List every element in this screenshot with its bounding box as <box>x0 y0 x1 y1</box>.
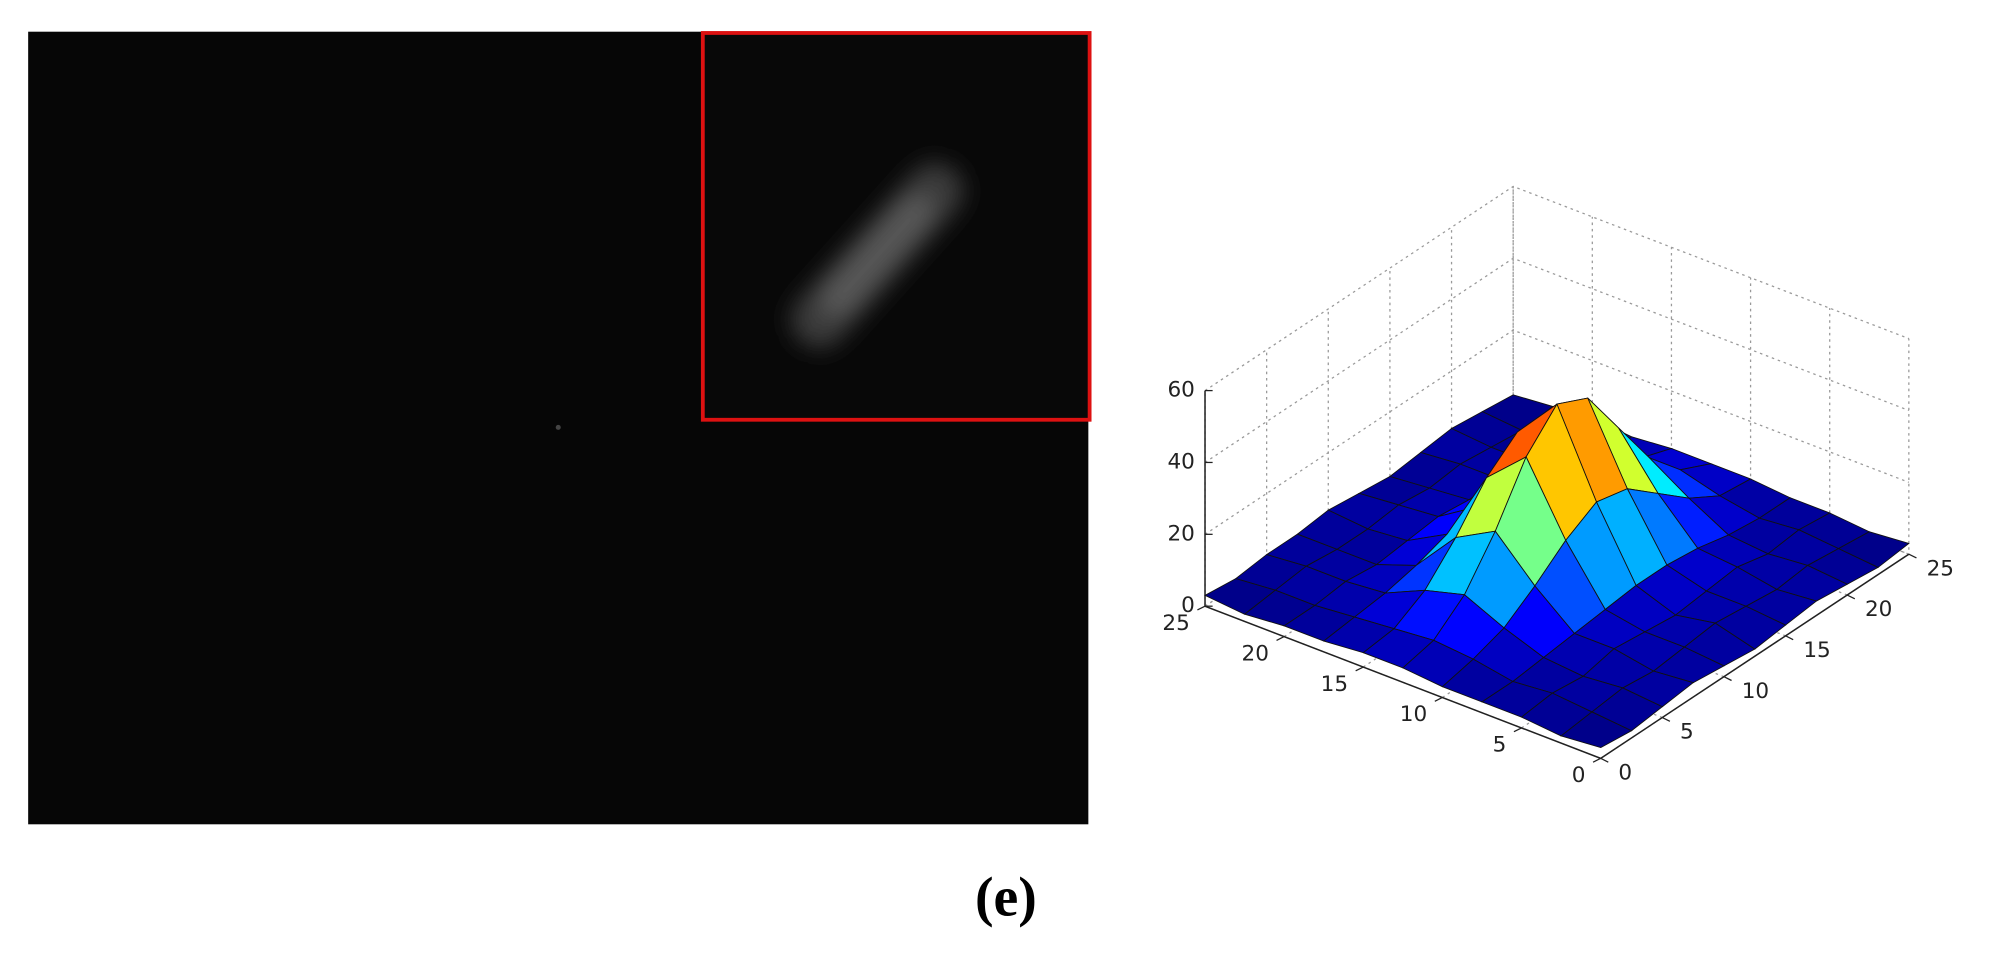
y-tick-label: 25 <box>1162 611 1189 636</box>
x-tick-label: 25 <box>1927 556 1954 581</box>
x-tick <box>1785 635 1794 641</box>
zoom-inset <box>700 31 1092 422</box>
y-tick <box>1276 636 1285 641</box>
z-tick-label: 20 <box>1167 521 1194 546</box>
z-tick-label: 40 <box>1167 449 1194 474</box>
axis-line <box>1204 390 1910 760</box>
x-tick <box>1908 553 1917 559</box>
y-tick-label: 15 <box>1321 672 1348 697</box>
z-tick-label: 60 <box>1167 378 1194 403</box>
surface-patch <box>1560 711 1633 749</box>
y-tick <box>1513 727 1522 733</box>
x-tick-label: 15 <box>1803 638 1830 663</box>
x-tick-label: 10 <box>1742 679 1769 704</box>
y-tick-label: 0 <box>1572 763 1586 788</box>
x-tick-label: 5 <box>1680 720 1694 745</box>
y-tick <box>1197 605 1206 611</box>
x-tick <box>1662 716 1671 722</box>
x-tick <box>1723 676 1732 682</box>
y-tick <box>1355 666 1364 672</box>
x-tick-label: 0 <box>1618 761 1632 786</box>
y-tick-label: 20 <box>1242 641 1269 666</box>
x-tick <box>1846 594 1856 600</box>
panel-label: (e) <box>975 867 1037 929</box>
grid-line <box>1204 329 1910 535</box>
y-tick-label: 10 <box>1400 702 1427 727</box>
y-tick <box>1434 696 1443 702</box>
z-tick-label: 0 <box>1181 593 1195 618</box>
x-tick-label: 20 <box>1865 597 1892 622</box>
grid-line <box>1204 257 1910 463</box>
x-tick <box>1600 757 1609 763</box>
spot <box>555 424 561 430</box>
grid-line <box>1204 185 1910 392</box>
y-tick-label: 5 <box>1493 733 1507 758</box>
y-tick <box>1592 757 1601 763</box>
